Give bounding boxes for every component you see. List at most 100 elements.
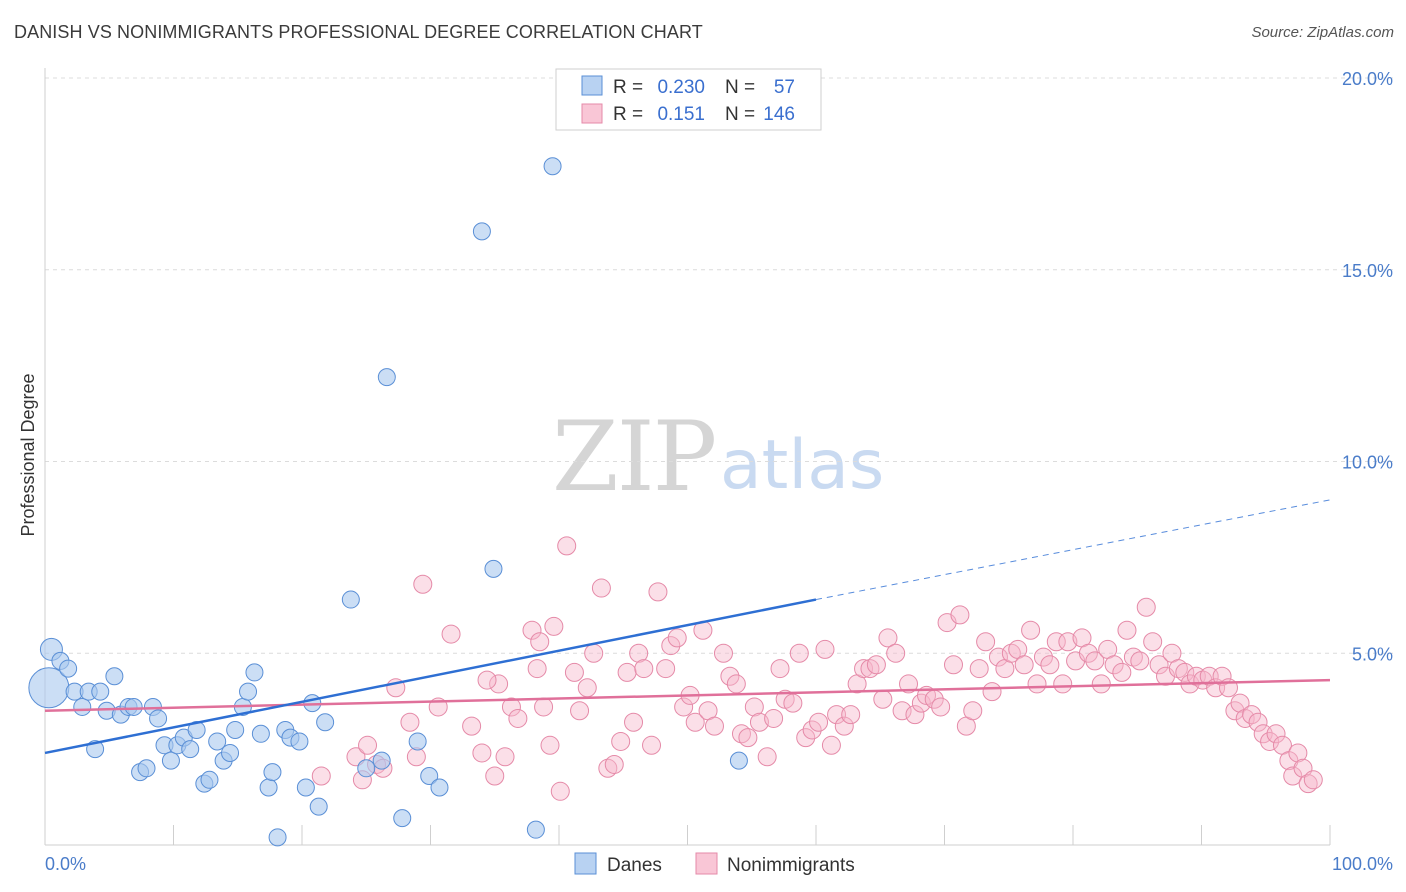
y-tick-labels: 5.0% 10.0% 15.0% 20.0% (1342, 69, 1393, 664)
danes-point (408, 732, 427, 751)
nonimmigrants-point (841, 705, 861, 725)
nonimmigrants-point (809, 712, 829, 732)
danes-point (296, 778, 315, 797)
axes (44, 68, 1331, 846)
nonimmigrants-point (540, 735, 560, 755)
nonimmigrants-point (1248, 712, 1268, 732)
x-tick-labels: 0.0% 100.0% (45, 854, 1393, 874)
nonimmigrants-point (976, 632, 996, 652)
nonimmigrants-point (530, 632, 550, 652)
nonimmigrants-point (1046, 632, 1066, 652)
nonimmigrants-point (873, 689, 893, 709)
nonimmigrants-point (764, 708, 784, 728)
nonimmigrants-point (931, 697, 951, 717)
nonimmigrants-point (878, 628, 898, 648)
legend-r-value-nonimmigrants: 0.151 (657, 104, 705, 125)
nonimmigrants-point (508, 708, 528, 728)
nonimmigrants-point (905, 705, 925, 725)
danes-point (161, 751, 180, 770)
nonimmigrants-point (495, 747, 515, 767)
legend-n-label-danes: N = (725, 77, 755, 98)
danes-trend-extension (815, 499, 1331, 601)
nonimmigrants-point (738, 728, 758, 748)
nonimmigrants-point (749, 712, 769, 732)
nonimmigrants-point (1266, 724, 1286, 744)
stats-legend: R = 0.230 N = 57 R = 0.151 N = 146 (555, 68, 822, 131)
danes-point (341, 590, 360, 609)
nonimmigrants-point (522, 620, 542, 640)
nonimmigrants-point (656, 659, 676, 679)
nonimmigrants-point (604, 754, 624, 774)
nonimmigrants-point (611, 731, 631, 751)
danes-point (290, 732, 309, 751)
bottom-legend-nonimmigrants: Nonimmigrants (727, 855, 855, 876)
danes-point (137, 759, 156, 778)
nonimmigrants-point (892, 701, 912, 721)
nonimmigrants-point (1143, 632, 1163, 652)
nonimmigrants-point (1136, 597, 1156, 617)
legend-n-value-danes: 57 (774, 77, 795, 98)
nonimmigrants-point (866, 655, 886, 675)
nonimmigrants-point (789, 643, 809, 663)
nonimmigrants-point (477, 670, 497, 690)
danes-point (472, 222, 491, 241)
danes-point (263, 763, 282, 782)
nonimmigrants-point (744, 697, 764, 717)
nonimmigrants-point (713, 643, 733, 663)
nonimmigrants-point (358, 735, 378, 755)
danes-point (251, 724, 270, 743)
nonimmigrants-point (661, 636, 681, 656)
danes-point (309, 797, 328, 816)
nonimmigrants-point (963, 701, 983, 721)
danes-point (526, 820, 545, 839)
nonimmigrants-point (726, 674, 746, 694)
nonimmigrants-point (577, 678, 597, 698)
nonimmigrants-point (462, 716, 482, 736)
source-label: Source: ZipAtlas.com (1251, 24, 1394, 41)
danes-point (377, 368, 396, 387)
nonimmigrants-point (1112, 662, 1132, 682)
danes-point (357, 759, 376, 778)
nonimmigrants-point (720, 666, 740, 686)
nonimmigrants-point (570, 701, 590, 721)
nonimmigrants-point (485, 766, 505, 786)
nonimmigrants-point (472, 743, 492, 763)
danes-point (245, 663, 264, 682)
nonimmigrants-point (489, 674, 509, 694)
nonimmigrants-point (629, 643, 649, 663)
nonimmigrants-point (413, 574, 433, 594)
danes-point (91, 682, 110, 701)
y-tick-label: 15.0% (1342, 261, 1393, 281)
nonimmigrants-point (1014, 655, 1034, 675)
danes-point (208, 732, 227, 751)
nonimmigrants-point (1212, 666, 1232, 686)
nonimmigrants-point (1085, 651, 1105, 671)
nonimmigrants-point (400, 712, 420, 732)
nonimmigrants-point (544, 616, 564, 636)
danes-point (73, 697, 92, 716)
nonimmigrants-point (834, 716, 854, 736)
y-tick-label: 20.0% (1342, 69, 1393, 89)
nonimmigrants-point (1242, 705, 1262, 725)
danes-point (239, 682, 258, 701)
nonimmigrants-point (1021, 620, 1041, 640)
y-tick-label: 10.0% (1342, 453, 1393, 473)
nonimmigrants-point (1053, 674, 1073, 694)
x-tick-label: 0.0% (45, 854, 86, 874)
danes-point (484, 559, 503, 578)
danes-point (59, 659, 78, 678)
nonimmigrants-point (770, 659, 790, 679)
danes-point (316, 713, 335, 732)
nonimmigrants-point (1058, 632, 1078, 652)
nonimmigrants-point (1149, 655, 1169, 675)
danes-trend-line (44, 598, 817, 755)
trend-lines (44, 499, 1331, 755)
nonimmigrants-point (854, 659, 874, 679)
nonimmigrants-point (1091, 674, 1111, 694)
danes-point (221, 743, 240, 762)
nonimmigrants-point (969, 659, 989, 679)
nonimmigrants-point (1117, 620, 1137, 640)
bottom-legend-swatch-danes (574, 852, 597, 875)
legend-r-value-danes: 0.230 (657, 77, 705, 98)
nonimmigrants-point (950, 605, 970, 625)
